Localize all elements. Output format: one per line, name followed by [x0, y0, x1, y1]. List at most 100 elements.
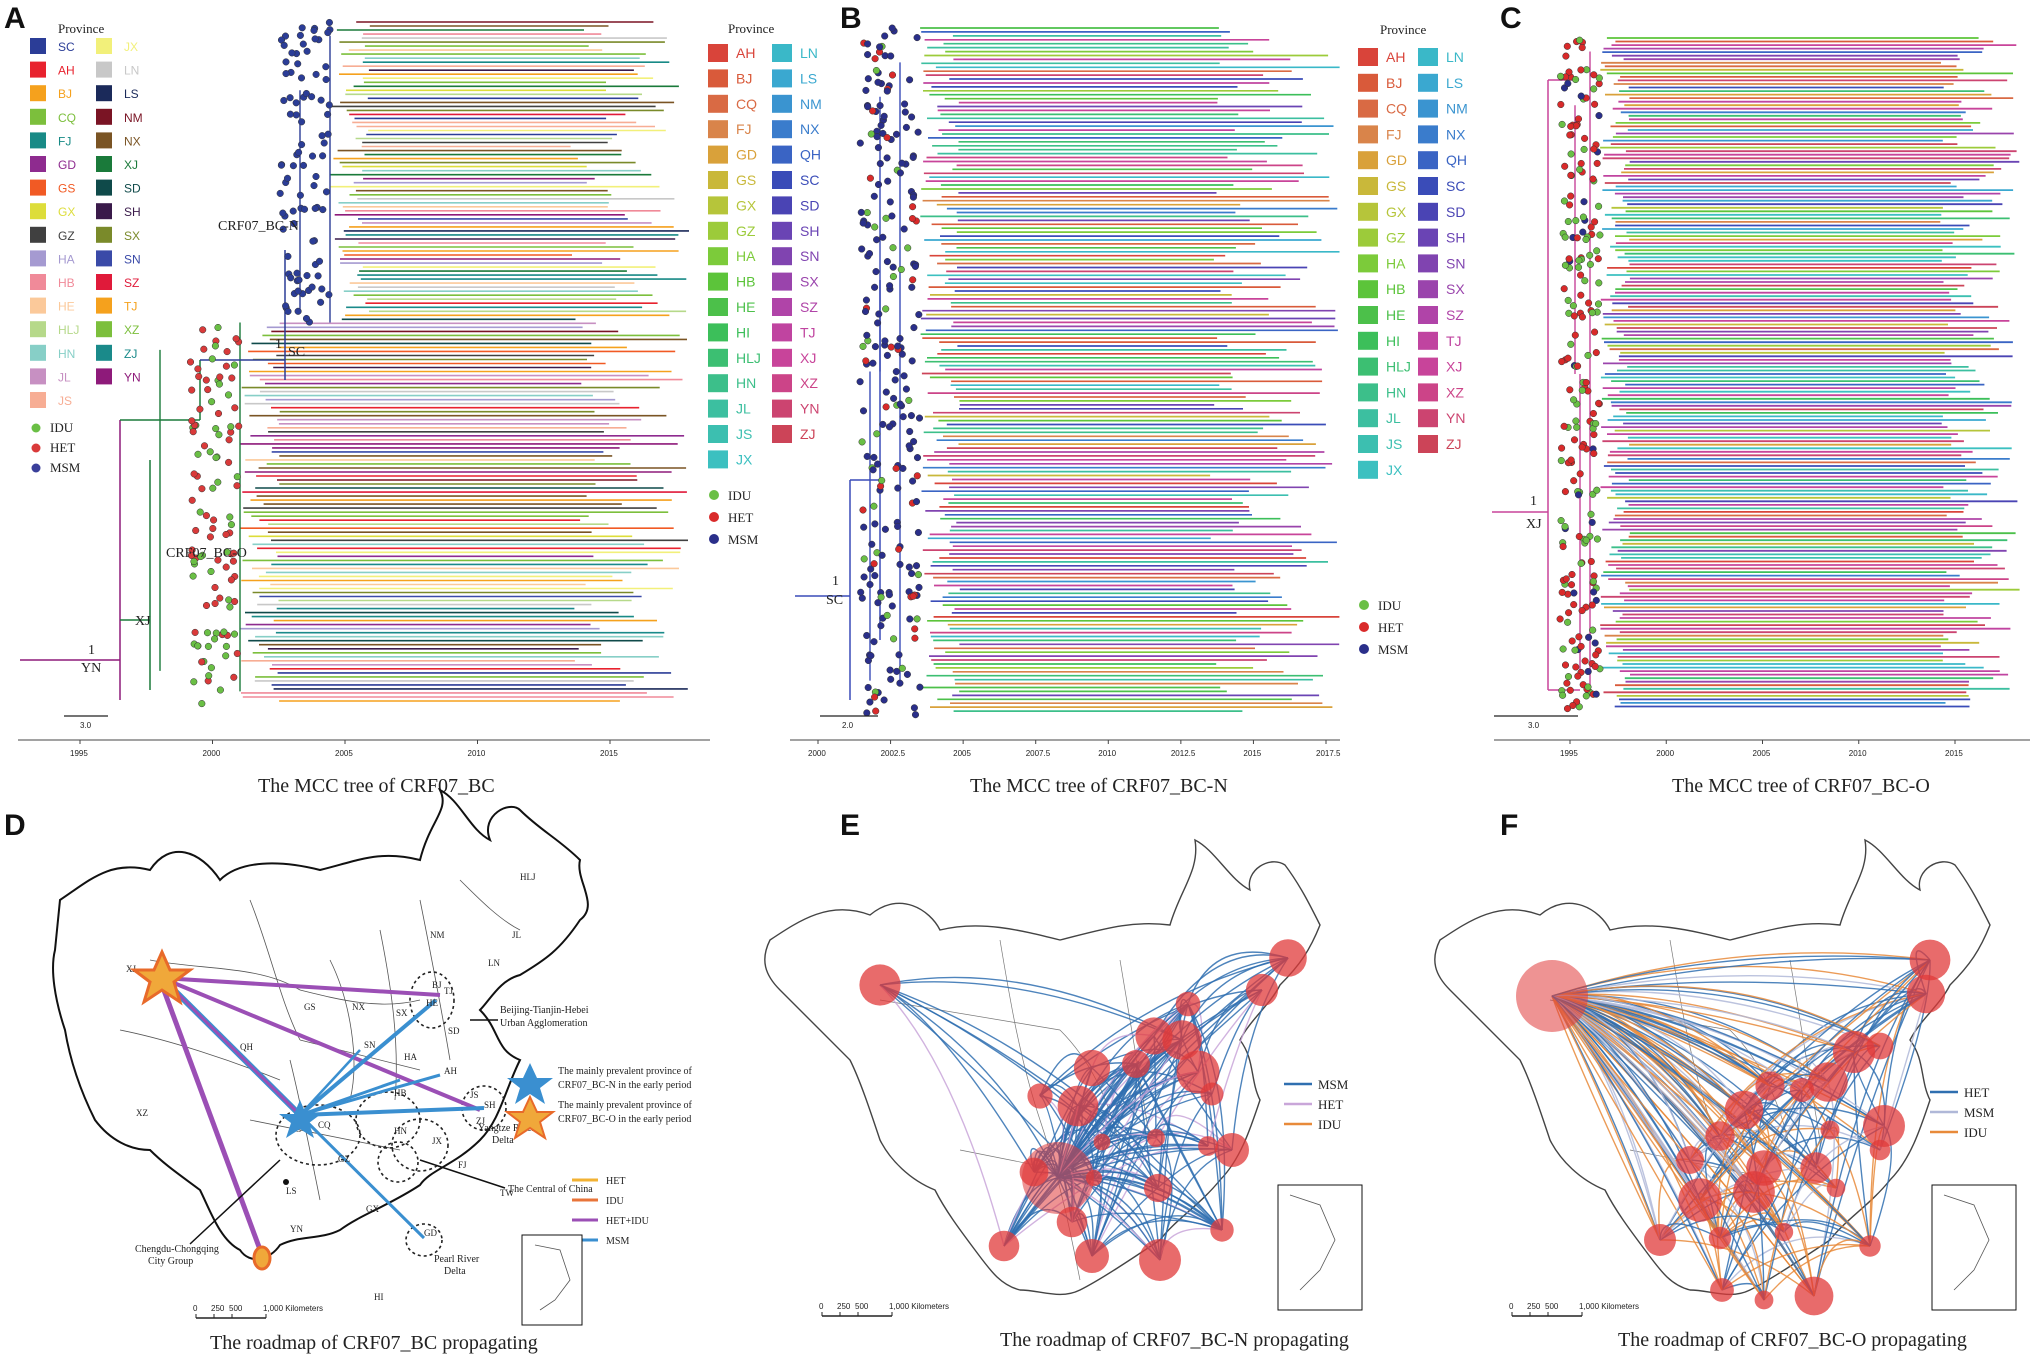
legend-a: Province SC AH BJ CQ FJ GD GS GX GZ HA HB HE HLJ HN JL… — [30, 21, 143, 475]
tree-node — [1595, 279, 1603, 287]
legend-a-swatch — [30, 274, 46, 290]
legend-swatch — [1358, 306, 1378, 324]
legend-swatch — [1358, 331, 1378, 350]
tree-node — [1575, 532, 1583, 541]
legend-a-code: NX — [124, 134, 141, 148]
legend-a-swatch — [96, 179, 112, 196]
tree-node — [866, 174, 874, 182]
tree-node — [1565, 609, 1573, 617]
route-legend-label: HET+IDU — [606, 1216, 650, 1227]
tree-node — [888, 71, 897, 79]
tree-node — [226, 513, 234, 521]
tree-node — [1572, 217, 1580, 225]
scalebar-label: 500 — [855, 1302, 869, 1311]
tree-node — [1567, 150, 1575, 158]
tree-a-node-xj: XJ — [135, 614, 151, 629]
tree-a-label-crf07-bc-o: CRF07_BC-O — [166, 546, 247, 561]
tree-node — [1584, 667, 1592, 676]
legend-a-title: Province — [58, 21, 104, 36]
tree-node — [894, 342, 902, 350]
tree-node — [198, 658, 206, 666]
tree-node — [869, 359, 877, 367]
caption-d: The roadmap of CRF07_BC propagating — [210, 1332, 538, 1354]
tree-b-nodes — [856, 24, 924, 719]
tree-node — [886, 282, 894, 290]
tree-node — [1580, 198, 1588, 206]
map-bubble — [1200, 1082, 1224, 1106]
tree-node — [909, 276, 917, 284]
tree-node — [865, 250, 874, 258]
tree-node — [887, 52, 895, 60]
tree-node — [206, 448, 214, 456]
legend-code: HN — [736, 375, 756, 391]
map-route — [1155, 1114, 1233, 1151]
tree-a: CRF07_BC-N CRF07_BC-O 1 SC XJ 1 YN 3.0 1… — [18, 18, 710, 758]
legend-code: FJ — [1386, 126, 1402, 142]
map-route — [1721, 1243, 1871, 1291]
map-f: HET MSM IDU 0 250 500 1,000 Kilometers — [1434, 838, 2017, 1317]
tree-c-axis: 1995 2000 2005 2010 2015 — [1560, 740, 1963, 758]
legend-code: JS — [736, 426, 752, 442]
legend-a-code: JX — [124, 40, 138, 54]
axis-tick-label: 2015 — [1945, 749, 1963, 758]
legend-code: YN — [1446, 410, 1465, 426]
map-bubble — [859, 964, 901, 1006]
map-bubble — [1175, 991, 1201, 1017]
tree-node — [294, 287, 302, 295]
map-bubble — [1808, 1062, 1848, 1102]
caption-f: The roadmap of CRF07_BC-O propagating — [1618, 1329, 1967, 1351]
tree-node — [892, 464, 900, 472]
map-route — [1093, 1133, 1209, 1179]
legend-swatch — [708, 425, 728, 443]
tree-node — [206, 533, 214, 541]
tree-node — [1570, 436, 1579, 444]
map-route — [879, 984, 1005, 1247]
tree-node — [910, 438, 918, 446]
tree-node — [188, 386, 196, 394]
map-f-scalebar: 0 250 500 1,000 Kilometers — [1509, 1302, 1639, 1317]
legend-swatch — [1358, 151, 1378, 170]
scalebar-label: 1,000 Kilometers — [1579, 1302, 1639, 1311]
tree-node — [295, 148, 303, 156]
tree-node — [856, 378, 864, 386]
legend-code: HE — [1386, 307, 1405, 323]
map-route — [1039, 957, 1289, 1097]
legend-a-swatch — [96, 132, 112, 149]
tree-node — [296, 31, 304, 39]
legend-swatch — [772, 145, 792, 164]
tree-node — [1573, 234, 1581, 242]
legend-a-code: JS — [58, 394, 72, 408]
map-route — [1551, 995, 1815, 1297]
tree-node — [230, 630, 239, 638]
tree-node — [901, 100, 909, 108]
legend-code: JX — [1386, 462, 1403, 478]
province-label: JL — [512, 930, 521, 940]
map-route — [879, 976, 1183, 1041]
legend-a-swatch — [30, 132, 46, 149]
legend-code: XZ — [1446, 384, 1464, 400]
tree-node — [1564, 618, 1572, 626]
tree-node — [909, 477, 917, 485]
tree-node — [866, 698, 874, 706]
legend-swatch — [1418, 228, 1438, 247]
legend-a-code: HB — [58, 276, 75, 290]
tree-node — [868, 540, 876, 548]
caption-c: The MCC tree of CRF07_BC-O — [1672, 775, 1930, 797]
legend-code: NX — [1446, 126, 1466, 142]
map-bubble — [1708, 1226, 1732, 1250]
tree-node — [1563, 679, 1571, 687]
tree-node — [282, 70, 290, 78]
tree-node — [282, 58, 290, 66]
tree-node — [1591, 100, 1599, 108]
tree-node — [905, 563, 913, 571]
tree-node — [873, 430, 881, 438]
legend-code: NM — [1446, 101, 1468, 117]
legend-code: CQ — [736, 96, 757, 112]
tree-node — [902, 385, 910, 393]
legend-code: GZ — [736, 223, 756, 239]
legend-code: BJ — [1386, 75, 1402, 91]
tree-node — [1585, 633, 1593, 641]
scalebar-label: 500 — [229, 1304, 243, 1313]
legend-swatch — [772, 171, 792, 189]
map-d-route — [159, 984, 265, 1256]
